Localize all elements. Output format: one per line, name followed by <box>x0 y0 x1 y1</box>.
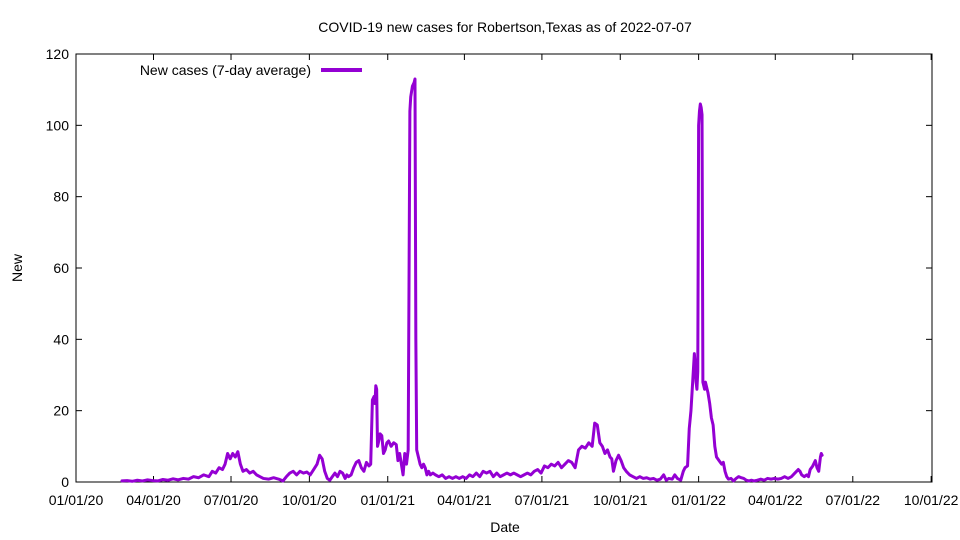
y-tick-label: 100 <box>46 117 70 133</box>
x-axis-label: Date <box>490 519 520 535</box>
x-tick-label: 07/01/20 <box>204 492 259 508</box>
x-tick-label: 07/01/22 <box>826 492 881 508</box>
x-tick-label: 07/01/21 <box>515 492 570 508</box>
series-line-new-cases <box>120 77 824 483</box>
y-tick-label: 20 <box>53 403 69 419</box>
x-tick-label: 01/01/21 <box>360 492 415 508</box>
x-tick-label: 04/01/22 <box>748 492 803 508</box>
y-tick-label: 80 <box>53 189 69 205</box>
x-tick-label: 01/01/22 <box>671 492 726 508</box>
y-axis: 0 20 40 60 80 100 120 <box>46 46 932 490</box>
x-tick-label: 10/01/22 <box>904 492 959 508</box>
y-tick-label: 40 <box>53 331 69 347</box>
x-tick-label: 10/01/20 <box>282 492 337 508</box>
y-tick-label: 120 <box>46 46 70 62</box>
x-tick-label: 04/01/21 <box>437 492 492 508</box>
x-axis: 01/01/20 04/01/20 07/01/20 10/01/20 01/01/21… <box>49 54 959 508</box>
legend: New cases (7-day average) <box>140 62 362 78</box>
x-tick-label: 04/01/20 <box>126 492 181 508</box>
chart-title: COVID-19 new cases for Robertson,Texas a… <box>318 19 692 35</box>
y-axis-label: New <box>9 253 25 282</box>
y-tick-label: 60 <box>53 260 69 276</box>
plot-frame <box>75 53 933 483</box>
x-tick-label: 01/01/20 <box>49 492 104 508</box>
legend-label: New cases (7-day average) <box>140 62 311 78</box>
x-tick-label: 10/01/21 <box>593 492 648 508</box>
y-tick-label: 0 <box>61 474 69 490</box>
